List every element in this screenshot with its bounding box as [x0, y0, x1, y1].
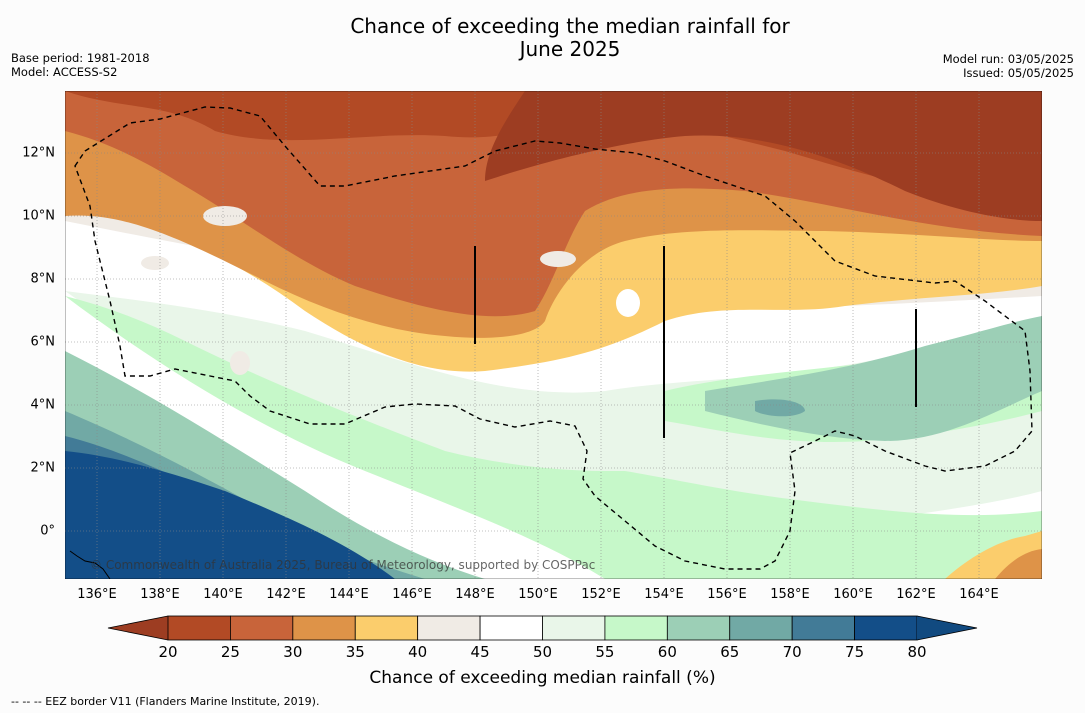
lon-label-154e: 154°E [644, 587, 684, 602]
colorbar-cell [604, 615, 668, 641]
coastline [69, 550, 111, 579]
colorbar-tick-label: 25 [220, 643, 240, 661]
lon-label-148e: 148°E [455, 587, 495, 602]
colorbar [107, 615, 978, 641]
colorbar-cell [479, 615, 543, 641]
rainfall-map [65, 91, 1042, 579]
lon-label-160e: 160°E [833, 587, 873, 602]
lon-label-162e: 162°E [896, 587, 936, 602]
copyright-text: © Commonwealth of Australia 2025, Bureau… [90, 558, 596, 572]
colorbar-cell [542, 615, 606, 641]
colorbar-cell [666, 615, 731, 641]
lon-label-152e: 152°E [581, 587, 621, 602]
colorbar-tick-label: 20 [158, 643, 178, 661]
colorbar-cell [167, 615, 231, 641]
colorbar-cell [230, 615, 294, 641]
colorbar-tick-label: 75 [845, 643, 865, 661]
lon-label-144e: 144°E [329, 587, 369, 602]
lon-label-138e: 138°E [140, 587, 180, 602]
eez-footnote: -- -- -- EEZ border V11 (Flanders Marine… [11, 695, 320, 708]
colorbar-tick-label: 50 [532, 643, 553, 661]
lat-label-8n: 8°N [30, 271, 56, 287]
colorbar-tick-label: 55 [595, 643, 615, 661]
lat-label-4n: 4°N [30, 397, 56, 413]
patch-3 [540, 251, 576, 267]
band-65 [65, 296, 1042, 579]
patch-5 [230, 351, 250, 375]
colorbar-cell [292, 615, 356, 641]
colorbar-cells [167, 615, 918, 641]
lat-label-0: 0° [40, 523, 55, 539]
lon-label-140e: 140°E [203, 587, 243, 602]
model-run: Model run: 03/05/2025 [942, 52, 1074, 66]
colorbar-tick-label: 45 [470, 643, 490, 661]
lon-label-142e: 142°E [266, 587, 306, 602]
patch-2 [141, 256, 169, 270]
base-period: Base period: 1981-2018 [11, 51, 150, 65]
gridlines [65, 91, 1042, 579]
colorbar-label: Chance of exceeding median rainfall (%) [369, 668, 716, 688]
colorbar-tick-label: 65 [720, 643, 740, 661]
lon-label-150e: 150°E [518, 587, 558, 602]
lat-label-2n: 2°N [30, 460, 56, 476]
band-se-drier [995, 549, 1042, 579]
issued-date: Issued: 05/05/2025 [963, 66, 1074, 80]
colorbar-tick-label: 80 [907, 643, 927, 661]
lat-label-6n: 6°N [30, 334, 56, 350]
colorbar-over-arrow [917, 616, 977, 640]
meta-right: Model run: 03/05/2025 Issued: 05/05/2025 [943, 52, 1074, 80]
model-name: Model: ACCESS-S2 [11, 65, 118, 79]
colorbar-under-arrow [108, 616, 168, 640]
map-title: Chance of exceeding the median rainfall … [0, 15, 1085, 61]
colorbar-tick-label: 40 [408, 643, 428, 661]
colorbar-cell [791, 615, 855, 641]
band-75-patch [755, 399, 805, 417]
lat-label-12n: 12°N [22, 145, 55, 161]
lon-label-158e: 158°E [770, 587, 810, 602]
title-line-2: June 2025 [519, 37, 621, 61]
colorbar-tick-label: 30 [283, 643, 303, 661]
colorbar-cell [417, 615, 481, 641]
lon-label-156e: 156°E [707, 587, 747, 602]
lon-label-146e: 146°E [392, 587, 432, 602]
colorbar-cell [729, 615, 793, 641]
colorbar-tick-label: 60 [657, 643, 677, 661]
colorbar-tick-label: 70 [782, 643, 802, 661]
eez-border [74, 106, 1033, 570]
patch-4 [616, 289, 640, 317]
lat-label-10n: 10°N [22, 208, 55, 224]
lon-label-136e: 136°E [77, 587, 117, 602]
band-20 [485, 91, 1042, 221]
colorbar-cell [354, 615, 419, 641]
band-60 [65, 291, 1042, 540]
band-80-plus [65, 451, 395, 579]
colorbar-tick-label: 35 [345, 643, 365, 661]
colorbar-cell [854, 615, 918, 641]
meta-left: Base period: 1981-2018 Model: ACCESS-S2 [11, 51, 150, 79]
lon-label-164e: 164°E [959, 587, 999, 602]
title-line-1: Chance of exceeding the median rainfall … [350, 14, 790, 38]
